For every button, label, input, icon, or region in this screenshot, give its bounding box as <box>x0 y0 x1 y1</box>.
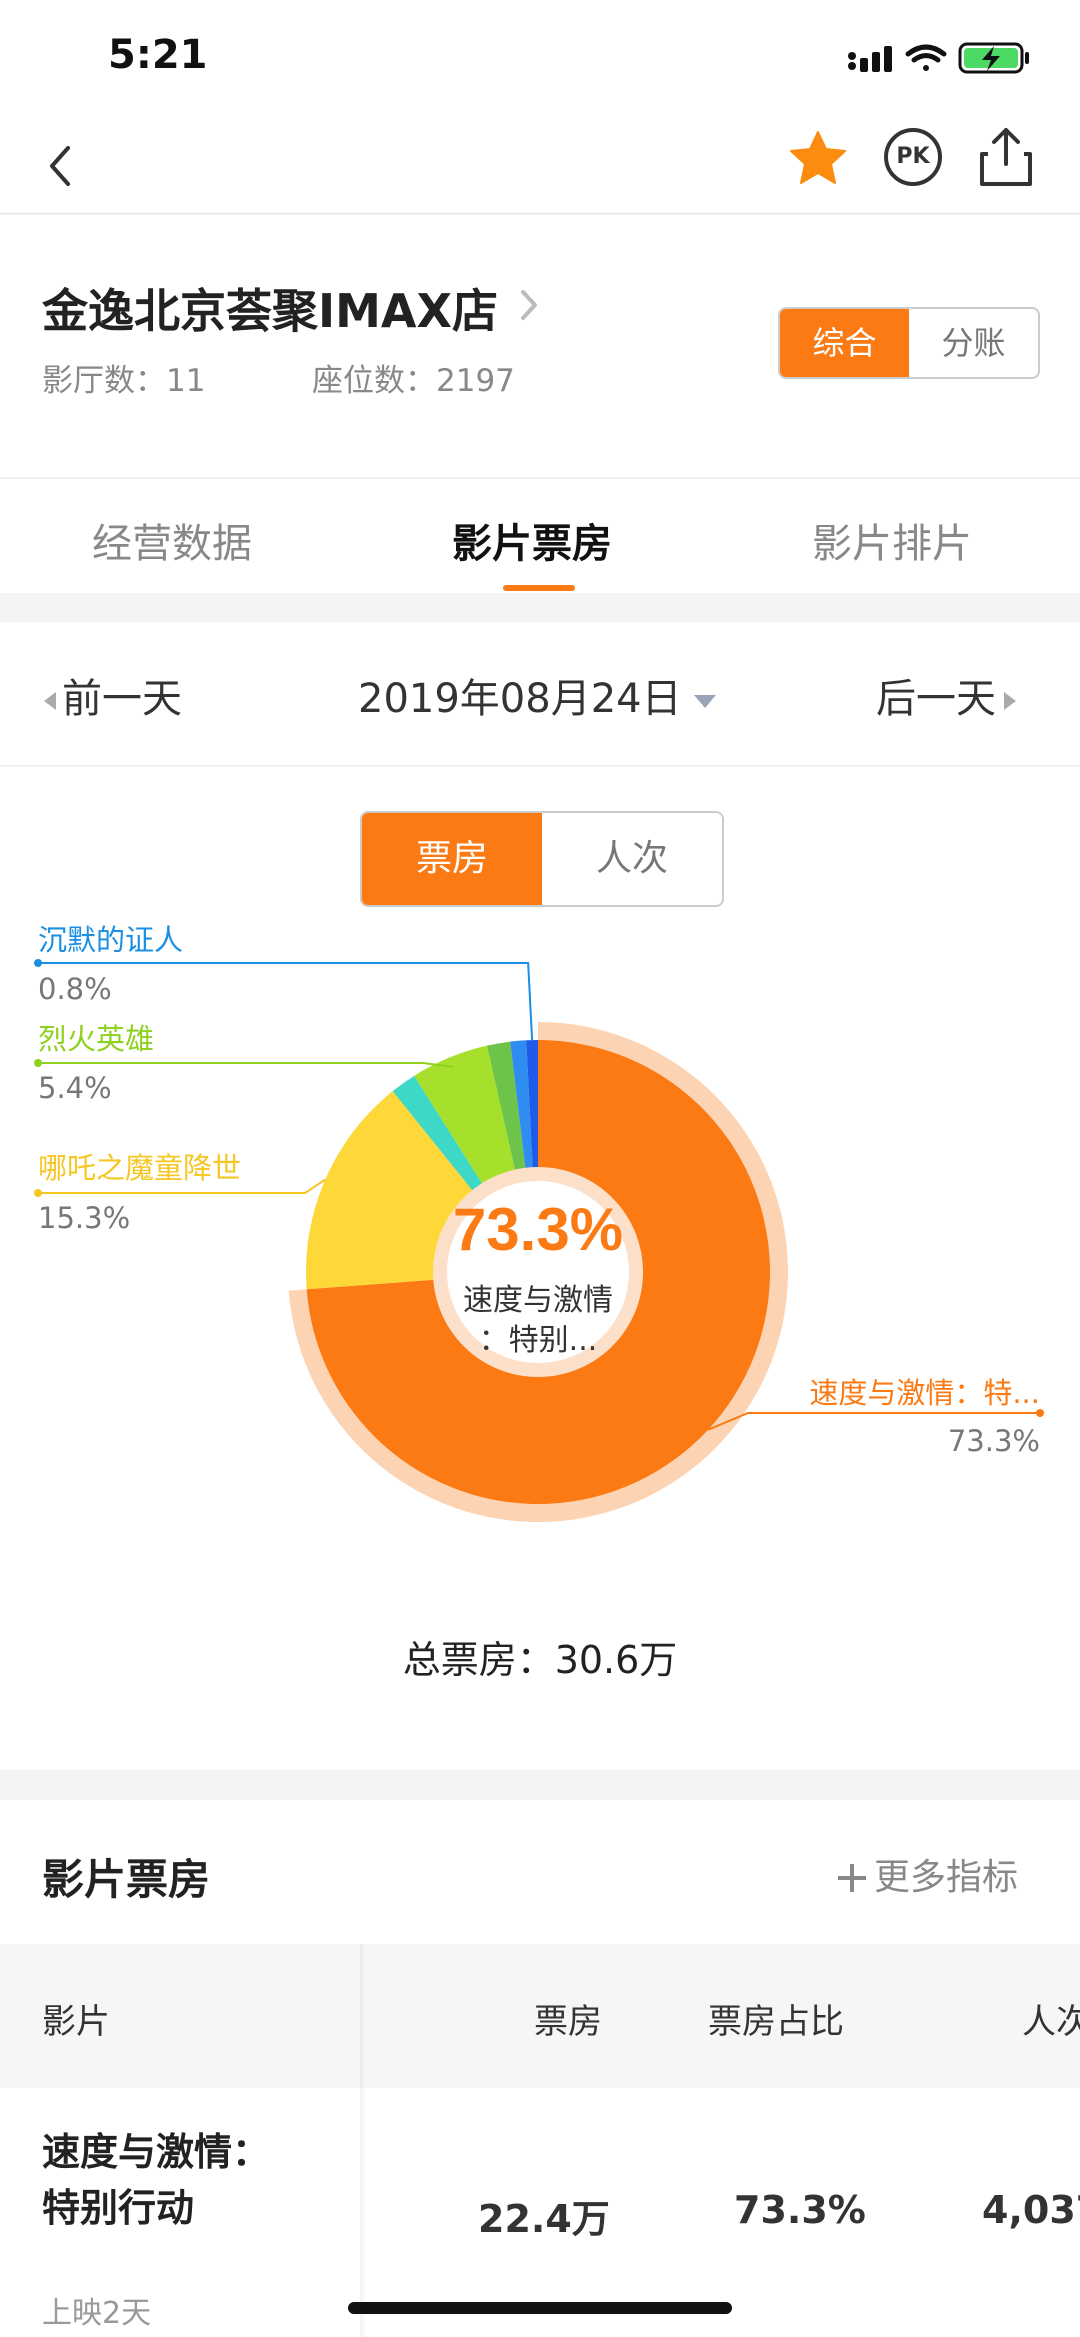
home-indicator <box>348 2302 732 2314</box>
center-film-label-line1: 速度与激情 <box>463 1283 613 1318</box>
leader-line-silent-witness-dot <box>34 959 42 967</box>
table-row[interactable]: 速度与激情：特别行动 上映2天 22.4万 73.3% 4,037 <box>0 2088 1080 2337</box>
label-the-bravest-share: 5.4% <box>38 1071 112 1105</box>
plus-icon <box>838 1864 866 1892</box>
metric-admissions[interactable]: 人次 <box>595 838 668 879</box>
current-date: 2019年08月24日 <box>358 676 682 722</box>
donut-slice-3[interactable] <box>414 1045 517 1190</box>
date-picker[interactable]: 2019年08月24日 <box>358 666 716 724</box>
label-silent-witness-share: 0.8% <box>38 972 112 1006</box>
label-the-bravest-name: 烈火英雄 <box>38 1022 154 1056</box>
label-fast-furious-share: 73.3% <box>948 1424 1040 1458</box>
donut-slice-5[interactable] <box>510 1040 534 1175</box>
leader-line-silent-witness <box>38 962 534 1041</box>
label-nezha-name: 哪吒之魔童降世 <box>38 1151 241 1185</box>
status-bar: 5:21 <box>0 0 1080 118</box>
header-share[interactable]: 票房占比 <box>708 2002 844 2042</box>
center-percentage: 73.3% <box>453 1196 623 1263</box>
wifi-icon <box>905 44 947 71</box>
fixed-column-divider <box>360 1944 366 2337</box>
box-office-chart-card: 票房 人次 73.3% 速度与激情 ：特别... 沉默的证人 0.8% 烈火英雄… <box>0 767 1080 1770</box>
leader-line-fast-furious <box>707 1412 1040 1431</box>
active-tab-indicator <box>503 585 575 591</box>
star-favorite-icon[interactable] <box>788 128 848 188</box>
status-time: 5:21 <box>108 32 208 78</box>
header-film: 影片 <box>42 2002 110 2042</box>
share-icon[interactable] <box>978 124 1034 188</box>
view-option-split[interactable]: 分账 <box>941 324 1006 362</box>
leader-line-nezha-dot <box>34 1189 42 1197</box>
header-box-office[interactable]: 票房 <box>534 2002 602 2042</box>
cellular-signal-icon <box>848 46 892 72</box>
film-share: 73.3% <box>734 2188 866 2232</box>
battery-charging-icon <box>958 42 1029 74</box>
pk-compare-button[interactable]: PK <box>884 128 942 186</box>
film-title: 速度与激情：特别行动 <box>42 2130 271 2230</box>
view-mode-toggle: 综合 分账 <box>778 307 1040 379</box>
leader-line-the-bravest-dot <box>34 1059 42 1067</box>
donut-slice-4[interactable] <box>487 1041 527 1177</box>
more-metrics-label: 更多指标 <box>874 1857 1019 1898</box>
center-film-label-line2: ：特别... <box>479 1323 598 1358</box>
chevron-right-icon[interactable] <box>518 287 540 323</box>
tab-film-schedule[interactable]: 影片排片 <box>812 521 972 567</box>
next-day-button[interactable]: 后一天 <box>876 666 1016 724</box>
donut-inner-ring <box>433 1167 643 1377</box>
leader-line-nezha <box>38 1178 326 1194</box>
donut-slice-2[interactable] <box>392 1075 486 1196</box>
header-admissions[interactable]: 人次 <box>1022 2002 1080 2042</box>
tab-film-box-office[interactable]: 影片票房 <box>452 521 612 567</box>
table-title: 影片票房 <box>42 1855 211 1904</box>
leader-line-the-bravest <box>38 1062 454 1068</box>
next-day-label: 后一天 <box>876 676 996 722</box>
date-navigator: 前一天 2019年08月24日 后一天 <box>0 622 1080 766</box>
seat-count: 座位数：2197 <box>312 363 515 399</box>
table-header: 影片 票房 票房占比 人次 <box>0 1944 1080 2088</box>
leader-line-fast-furious-dot <box>1036 1409 1044 1417</box>
total-box-office: 总票房：30.6万 <box>402 1638 678 1682</box>
film-box-office-table-card: 影片票房 更多指标 影片 票房 票房占比 人次 速度与激情：特别行动 上映2天 … <box>0 1800 1080 2337</box>
label-nezha-share: 15.3% <box>38 1201 130 1235</box>
previous-day-button[interactable]: 前一天 <box>44 666 182 724</box>
film-admissions: 4,037 <box>982 2188 1080 2232</box>
tab-operating-data[interactable]: 经营数据 <box>92 521 252 567</box>
film-release-days: 上映2天 <box>42 2296 152 2331</box>
film-box-office: 22.4万 <box>478 2197 610 2241</box>
caret-left-icon <box>44 692 56 710</box>
donut-slice-0[interactable] <box>306 1040 770 1504</box>
label-silent-witness-name: 沉默的证人 <box>38 923 183 957</box>
section-tabs: 经营数据 影片票房 影片排片 <box>0 478 1080 593</box>
nav-bar: PK <box>0 118 1080 214</box>
caret-down-icon <box>693 694 716 708</box>
status-icons <box>848 42 1029 74</box>
back-arrow-icon[interactable] <box>40 136 84 196</box>
view-option-combined[interactable]: 综合 <box>780 309 909 377</box>
more-metrics-button[interactable]: 更多指标 <box>838 1848 1018 1900</box>
label-fast-furious-name: 速度与激情：特... <box>809 1376 1040 1410</box>
previous-day-label: 前一天 <box>62 676 182 722</box>
cinema-name[interactable]: 金逸北京荟聚IMAX店 <box>42 284 498 338</box>
caret-right-icon <box>1004 692 1016 710</box>
chart-metric-toggle: 票房 人次 <box>360 811 724 907</box>
hall-count: 影厅数：11 <box>42 363 206 399</box>
box-office-donut-chart: 73.3% 速度与激情 ：特别... 沉默的证人 0.8% 烈火英雄 5.4% … <box>34 923 1044 1522</box>
donut-slice-6[interactable] <box>526 1040 538 1175</box>
metric-box-office[interactable]: 票房 <box>362 813 542 905</box>
donut-slice-1[interactable] <box>305 1091 477 1290</box>
cinema-header: 金逸北京荟聚IMAX店 影厅数：11 座位数：2197 综合 分账 <box>0 215 1080 477</box>
